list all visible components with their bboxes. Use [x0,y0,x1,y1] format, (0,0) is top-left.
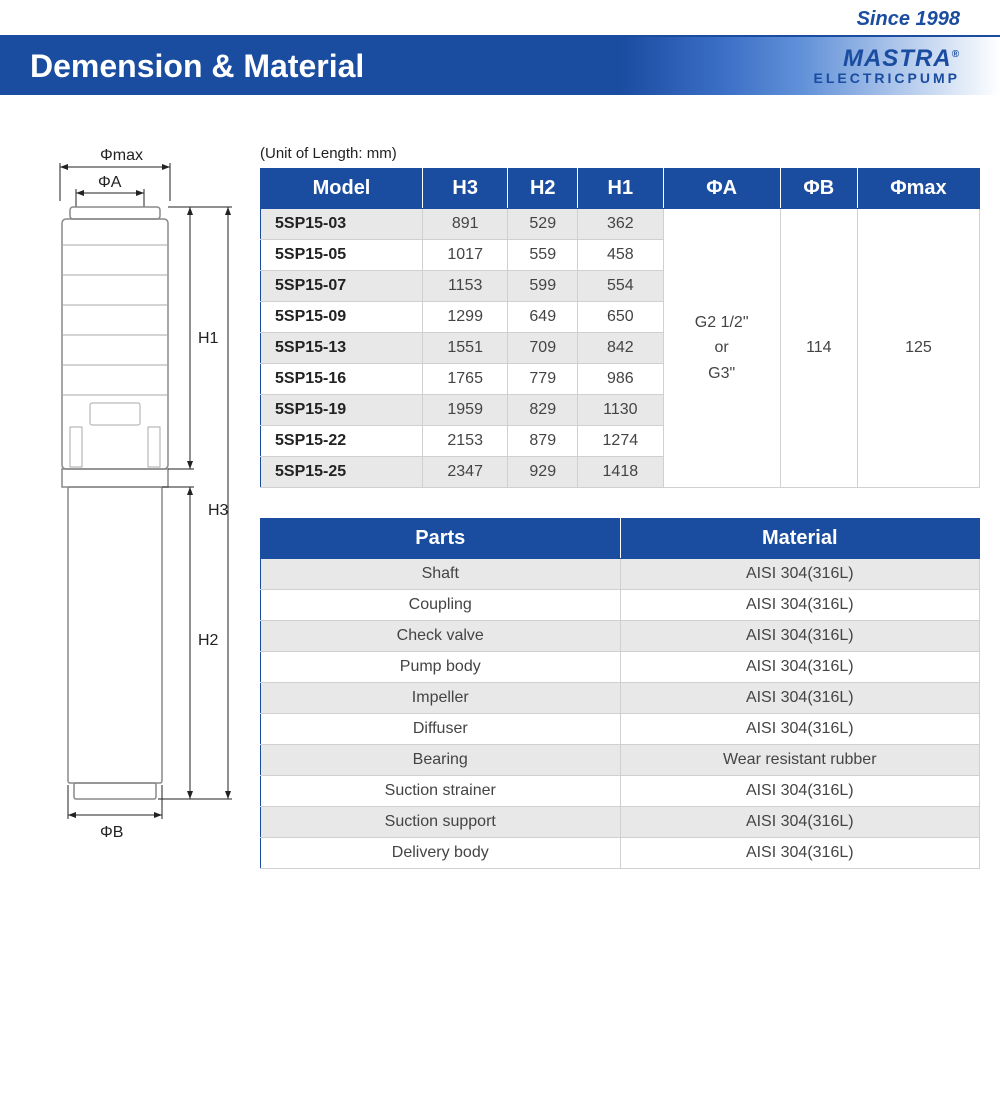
cell-h2: 649 [508,302,578,333]
col-header: Model [261,169,423,209]
cell-material: AISI 304(316L) [620,590,980,621]
cell-material: AISI 304(316L) [620,714,980,745]
banner: Demension & Material MASTRA® ELECTRICPUM… [0,35,1000,95]
cell-part: Bearing [261,745,621,776]
cell-part: Suction strainer [261,776,621,807]
cell-material: AISI 304(316L) [620,683,980,714]
cell-h1: 650 [578,302,663,333]
cell-h1: 1274 [578,426,663,457]
col-header: H1 [578,169,663,209]
table-row: Suction support AISI 304(316L) [261,807,980,838]
cell-part: Delivery body [261,838,621,869]
cell-model: 5SP15-07 [261,271,423,302]
cell-model: 5SP15-16 [261,364,423,395]
col-header: H3 [422,169,507,209]
banner-title: Demension & Material [30,48,364,85]
col-header: Parts [261,519,621,559]
tagline: Since 1998 [0,0,1000,35]
cell-phia: G2 1/2"orG3" [663,209,780,488]
cell-h3: 1299 [422,302,507,333]
cell-h3: 1017 [422,240,507,271]
cell-part: Impeller [261,683,621,714]
cell-h2: 599 [508,271,578,302]
materials-table: PartsMaterial Shaft AISI 304(316L)Coupli… [260,518,980,869]
cell-h3: 1153 [422,271,507,302]
cell-model: 5SP15-13 [261,333,423,364]
cell-h2: 709 [508,333,578,364]
cell-model: 5SP15-19 [261,395,423,426]
cell-part: Coupling [261,590,621,621]
table-row: Delivery body AISI 304(316L) [261,838,980,869]
cell-h1: 1418 [578,457,663,488]
table-row: Bearing Wear resistant rubber [261,745,980,776]
cell-part: Diffuser [261,714,621,745]
cell-h3: 2153 [422,426,507,457]
cell-h1: 842 [578,333,663,364]
table-row: Shaft AISI 304(316L) [261,559,980,590]
cell-model: 5SP15-09 [261,302,423,333]
cell-material: AISI 304(316L) [620,652,980,683]
table-row: Coupling AISI 304(316L) [261,590,980,621]
cell-h2: 559 [508,240,578,271]
col-header: Material [620,519,980,559]
col-header: Φmax [857,169,979,209]
cell-phib: 114 [780,209,857,488]
cell-h1: 458 [578,240,663,271]
cell-model: 5SP15-25 [261,457,423,488]
cell-h1: 1130 [578,395,663,426]
unit-note: (Unit of Length: mm) [260,145,980,162]
table-row: Check valve AISI 304(316L) [261,621,980,652]
svg-text:Φmax: Φmax [100,147,143,164]
svg-text:ΦA: ΦA [98,174,122,191]
cell-h3: 891 [422,209,507,240]
cell-h3: 1551 [422,333,507,364]
table-row: 5SP15-03 891 529 362G2 1/2"orG3" 114 125 [261,209,980,240]
cell-h3: 2347 [422,457,507,488]
cell-model: 5SP15-05 [261,240,423,271]
svg-text:H3: H3 [208,502,229,519]
cell-h3: 1959 [422,395,507,426]
cell-h2: 879 [508,426,578,457]
cell-model: 5SP15-22 [261,426,423,457]
col-header: ΦA [663,169,780,209]
cell-material: AISI 304(316L) [620,807,980,838]
svg-text:ΦB: ΦB [100,824,123,841]
cell-h1: 362 [578,209,663,240]
cell-model: 5SP15-03 [261,209,423,240]
cell-part: Pump body [261,652,621,683]
cell-h1: 554 [578,271,663,302]
cell-h2: 929 [508,457,578,488]
cell-part: Suction support [261,807,621,838]
cell-part: Shaft [261,559,621,590]
cell-material: Wear resistant rubber [620,745,980,776]
dimensions-table: ModelH3H2H1ΦAΦBΦmax 5SP15-03 891 529 362… [260,168,980,488]
cell-phimax: 125 [857,209,979,488]
cell-material: AISI 304(316L) [620,559,980,590]
pump-diagram: Φmax ΦA [40,145,240,869]
svg-text:H1: H1 [198,330,219,347]
cell-material: AISI 304(316L) [620,838,980,869]
cell-h2: 829 [508,395,578,426]
svg-text:H2: H2 [198,632,219,649]
table-row: Suction strainer AISI 304(316L) [261,776,980,807]
cell-h1: 986 [578,364,663,395]
cell-material: AISI 304(316L) [620,621,980,652]
col-header: H2 [508,169,578,209]
cell-h3: 1765 [422,364,507,395]
table-row: Impeller AISI 304(316L) [261,683,980,714]
cell-h2: 529 [508,209,578,240]
brand-logo: MASTRA® ELECTRICPUMP [814,47,960,85]
cell-h2: 779 [508,364,578,395]
col-header: ΦB [780,169,857,209]
cell-material: AISI 304(316L) [620,776,980,807]
table-row: Pump body AISI 304(316L) [261,652,980,683]
table-row: Diffuser AISI 304(316L) [261,714,980,745]
cell-part: Check valve [261,621,621,652]
